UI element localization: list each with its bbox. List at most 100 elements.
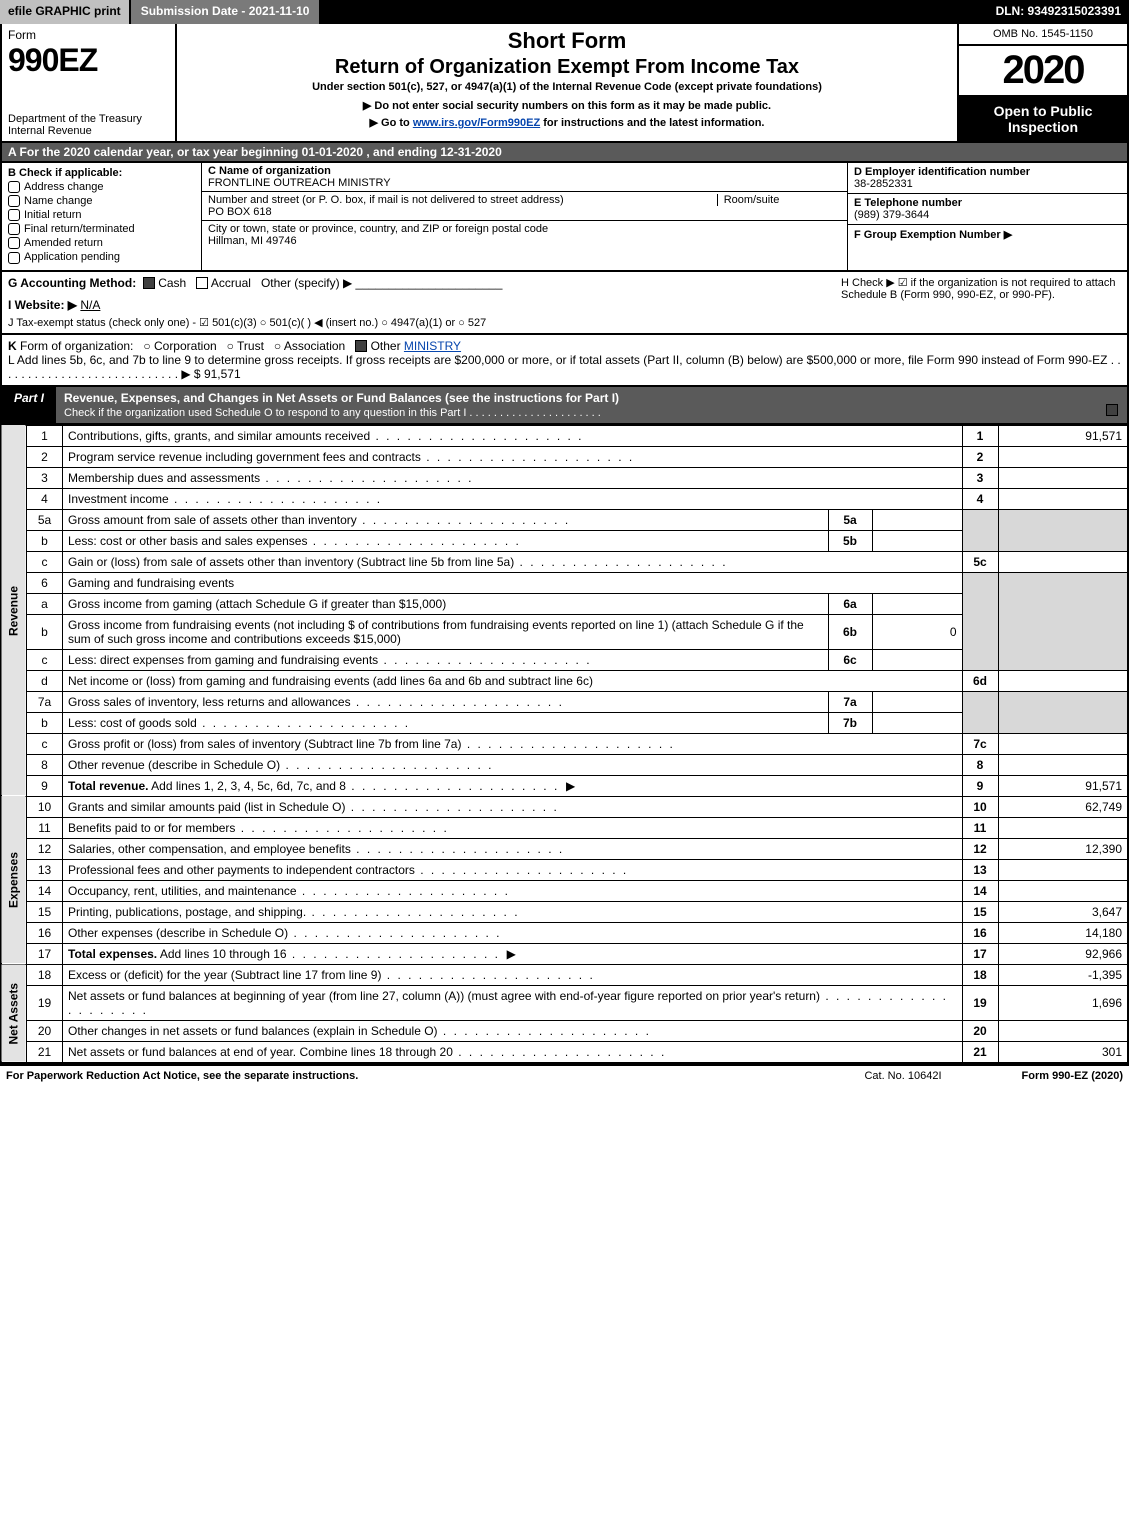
d-label: D Employer identification number bbox=[854, 166, 1030, 178]
l-line: L Add lines 5b, 6c, and 7b to line 9 to … bbox=[8, 353, 1121, 381]
efile-print-button[interactable]: efile GRAPHIC print bbox=[0, 0, 131, 24]
line-desc: Printing, publications, postage, and shi… bbox=[68, 905, 520, 919]
c-room-label: Room/suite bbox=[717, 194, 780, 206]
line-desc: Excess or (deficit) for the year (Subtra… bbox=[68, 968, 595, 982]
line-num: 17 bbox=[27, 943, 63, 964]
footer-formno: Form 990-EZ (2020) bbox=[1022, 1070, 1123, 1082]
f-label: F Group Exemption Number ▶ bbox=[854, 229, 1012, 241]
org-name: FRONTLINE OUTREACH MINISTRY bbox=[208, 177, 391, 189]
c-name-label: C Name of organization bbox=[208, 165, 331, 177]
sub-val: 0 bbox=[872, 614, 962, 649]
line-num: 18 bbox=[27, 964, 63, 985]
part1-checkbox[interactable] bbox=[1106, 404, 1118, 416]
expenses-side-label: Expenses bbox=[1, 796, 27, 964]
line-desc: Other revenue (describe in Schedule O) bbox=[68, 758, 493, 772]
line-desc: Add lines 1, 2, 3, 4, 5c, 6d, 7c, and 8 bbox=[151, 779, 559, 793]
line-desc: Gross income from fundraising events (no… bbox=[63, 614, 829, 649]
line-num: 7a bbox=[27, 691, 63, 712]
chk-application-pending[interactable] bbox=[8, 252, 20, 264]
part1-title: Revenue, Expenses, and Changes in Net As… bbox=[56, 387, 1097, 423]
lbl-other: Other (specify) ▶ bbox=[261, 276, 352, 290]
line-num: b bbox=[27, 614, 63, 649]
sub-num: 7b bbox=[828, 712, 872, 733]
g-label: G Accounting Method: bbox=[8, 276, 136, 290]
line-amt bbox=[998, 859, 1128, 880]
line-rn: 16 bbox=[962, 922, 998, 943]
line-rn: 15 bbox=[962, 901, 998, 922]
e-label: E Telephone number bbox=[854, 197, 962, 209]
lbl-initial-return: Initial return bbox=[24, 209, 81, 221]
goto-link[interactable]: www.irs.gov/Form990EZ bbox=[413, 117, 540, 129]
line-rn: 5c bbox=[962, 551, 998, 572]
line-num: 19 bbox=[27, 985, 63, 1020]
topbar: efile GRAPHIC print Submission Date - 20… bbox=[0, 0, 1129, 24]
header-left: Form 990EZ Department of the Treasury In… bbox=[2, 24, 177, 141]
line-amt: 301 bbox=[998, 1041, 1128, 1063]
k-line: K Form of organization: ○ Corporation ○ … bbox=[8, 339, 1121, 353]
lbl-amended-return: Amended return bbox=[24, 237, 103, 249]
no-ssn-line: ▶ Do not enter social security numbers o… bbox=[185, 99, 949, 112]
org-street: PO BOX 618 bbox=[208, 206, 272, 218]
line-num: 4 bbox=[27, 488, 63, 509]
k-other-link[interactable]: MINISTRY bbox=[404, 339, 461, 353]
line-rn: 7c bbox=[962, 733, 998, 754]
lbl-accrual: Accrual bbox=[211, 276, 251, 290]
line-desc: Gross income from gaming (attach Schedul… bbox=[63, 593, 829, 614]
phone: (989) 379-3644 bbox=[854, 209, 929, 221]
line-desc: Gaming and fundraising events bbox=[63, 572, 963, 593]
section-a-bar: A For the 2020 calendar year, or tax yea… bbox=[0, 143, 1129, 163]
footer-catno: Cat. No. 10642I bbox=[864, 1070, 941, 1082]
line-num: 3 bbox=[27, 467, 63, 488]
line-desc: Less: cost of goods sold bbox=[68, 716, 410, 730]
line-num: a bbox=[27, 593, 63, 614]
line-rn: 9 bbox=[962, 775, 998, 796]
chk-initial-return[interactable] bbox=[8, 209, 20, 221]
chk-amended-return[interactable] bbox=[8, 237, 20, 249]
line-num: 12 bbox=[27, 838, 63, 859]
part1-table: Revenue 1 Contributions, gifts, grants, … bbox=[0, 425, 1129, 1064]
line-rn: 21 bbox=[962, 1041, 998, 1063]
line-rn: 12 bbox=[962, 838, 998, 859]
line-num: b bbox=[27, 530, 63, 551]
under-section: Under section 501(c), 527, or 4947(a)(1)… bbox=[185, 81, 949, 93]
line-desc: Occupancy, rent, utilities, and maintena… bbox=[68, 884, 510, 898]
line-amt bbox=[998, 467, 1128, 488]
sub-num: 5b bbox=[828, 530, 872, 551]
sub-val bbox=[872, 649, 962, 670]
line-amt: 91,571 bbox=[998, 425, 1128, 446]
line-num: 1 bbox=[27, 425, 63, 446]
org-city: Hillman, MI 49746 bbox=[208, 235, 297, 247]
chk-accrual[interactable] bbox=[196, 277, 208, 289]
chk-address-change[interactable] bbox=[8, 181, 20, 193]
info-block: B Check if applicable: Address change Na… bbox=[0, 163, 1129, 272]
lbl-name-change: Name change bbox=[24, 195, 93, 207]
chk-other-org[interactable] bbox=[355, 340, 367, 352]
chk-cash[interactable] bbox=[143, 277, 155, 289]
chk-name-change[interactable] bbox=[8, 195, 20, 207]
line-num: 8 bbox=[27, 754, 63, 775]
line-amt bbox=[998, 733, 1128, 754]
line-desc: Gross profit or (loss) from sales of inv… bbox=[68, 737, 675, 751]
line-num: 20 bbox=[27, 1020, 63, 1041]
lbl-application-pending: Application pending bbox=[24, 251, 120, 263]
line-amt: 92,966 bbox=[998, 943, 1128, 964]
ein: 38-2852331 bbox=[854, 178, 913, 190]
chk-final-return[interactable] bbox=[8, 223, 20, 235]
h-block: H Check ▶ ☑ if the organization is not r… bbox=[841, 276, 1121, 301]
j-line: J Tax-exempt status (check only one) - ☑… bbox=[8, 316, 1121, 329]
line-desc: Less: direct expenses from gaming and fu… bbox=[68, 653, 592, 667]
line-num: 9 bbox=[27, 775, 63, 796]
line-amt: 1,696 bbox=[998, 985, 1128, 1020]
line-desc: Gross amount from sale of assets other t… bbox=[68, 513, 570, 527]
line-amt bbox=[998, 488, 1128, 509]
line-desc: Benefits paid to or for members bbox=[68, 821, 449, 835]
line-num: 21 bbox=[27, 1041, 63, 1063]
line-num: c bbox=[27, 733, 63, 754]
sub-val bbox=[872, 712, 962, 733]
website-value: N/A bbox=[80, 298, 100, 312]
line-desc: Salaries, other compensation, and employ… bbox=[68, 842, 564, 856]
sub-num: 5a bbox=[828, 509, 872, 530]
line-rn: 11 bbox=[962, 817, 998, 838]
line-desc: Other expenses (describe in Schedule O) bbox=[68, 926, 501, 940]
line-num: b bbox=[27, 712, 63, 733]
